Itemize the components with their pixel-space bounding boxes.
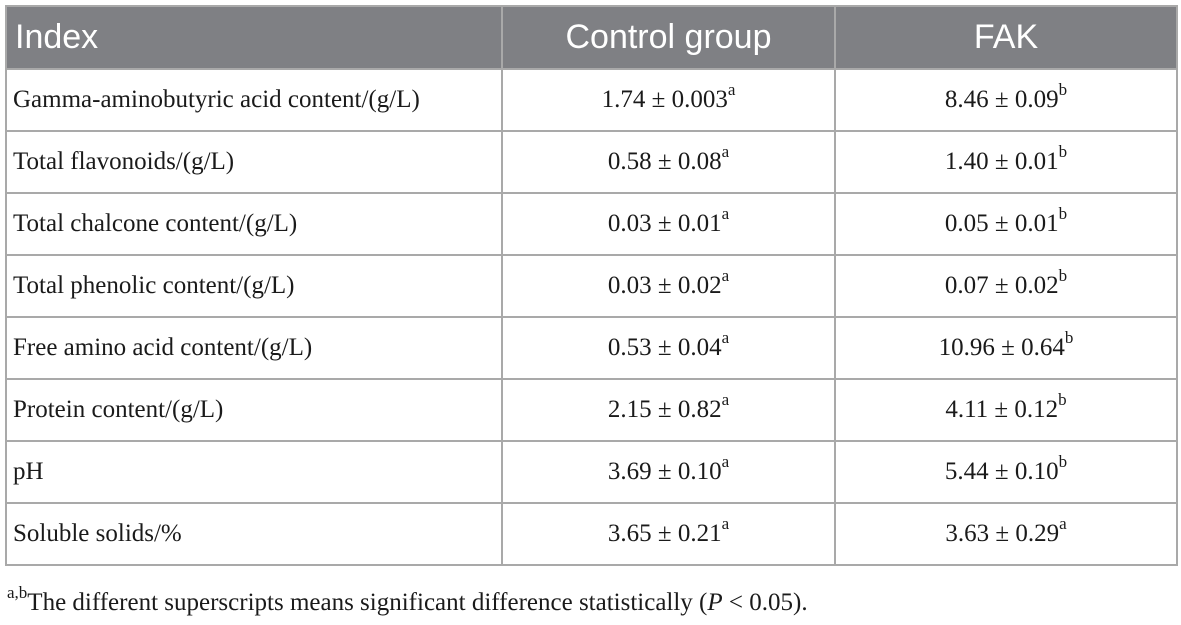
superscript: b	[1058, 451, 1068, 471]
cell-index: Free amino acid content/(g/L)	[5, 316, 503, 380]
footnote-text-after: < 0.05).	[722, 589, 808, 616]
superscript: a	[721, 451, 730, 471]
superscript: a	[721, 513, 730, 533]
value-text: 0.07 ± 0.02	[944, 272, 1059, 299]
table-row: Total chalcone content/(g/L) 0.03 ± 0.01…	[5, 192, 1178, 256]
value-text: 8.46 ± 0.09	[944, 86, 1059, 113]
superscript: a	[727, 79, 736, 99]
cell-index: pH	[5, 440, 503, 504]
cell-fak: 5.44 ± 0.10b	[834, 440, 1178, 504]
cell-control: 2.15 ± 0.82a	[501, 378, 836, 442]
table-row: Free amino acid content/(g/L) 0.53 ± 0.0…	[5, 316, 1178, 380]
value-text: 3.63 ± 0.29	[945, 520, 1060, 547]
cell-fak: 3.63 ± 0.29a	[834, 502, 1178, 566]
value-text: 1.40 ± 0.01	[944, 148, 1059, 175]
header-fak: FAK	[834, 5, 1178, 70]
cell-index: Soluble solids/%	[5, 502, 503, 566]
cell-control: 3.69 ± 0.10a	[501, 440, 836, 504]
value-text: 0.58 ± 0.08	[607, 148, 722, 175]
footnote-p-symbol: P	[707, 589, 723, 616]
value-text: 3.69 ± 0.10	[607, 458, 722, 485]
cell-control: 1.74 ± 0.003a	[501, 68, 836, 132]
cell-fak: 0.07 ± 0.02b	[834, 254, 1178, 318]
cell-control: 0.03 ± 0.02a	[501, 254, 836, 318]
cell-index: Gamma-aminobutyric acid content/(g/L)	[5, 68, 503, 132]
superscript: b	[1064, 327, 1074, 347]
table-row: Soluble solids/% 3.65 ± 0.21a 3.63 ± 0.2…	[5, 502, 1178, 566]
cell-control: 0.58 ± 0.08a	[501, 130, 836, 194]
cell-fak: 1.40 ± 0.01b	[834, 130, 1178, 194]
footnote-text-before: The different superscripts means signifi…	[27, 589, 708, 616]
value-text: 4.11 ± 0.12	[945, 396, 1059, 423]
table-row: Total phenolic content/(g/L) 0.03 ± 0.02…	[5, 254, 1178, 318]
header-index: Index	[5, 5, 503, 70]
superscript: a	[721, 265, 730, 285]
table-row: Gamma-aminobutyric acid content/(g/L) 1.…	[5, 68, 1178, 132]
value-text: 0.05 ± 0.01	[944, 210, 1059, 237]
value-text: 5.44 ± 0.10	[944, 458, 1059, 485]
cell-control: 3.65 ± 0.21a	[501, 502, 836, 566]
data-table-container: Index Control group FAK Gamma-aminobutyr…	[5, 5, 1178, 566]
value-text: 0.03 ± 0.02	[607, 272, 722, 299]
table-row: Total flavonoids/(g/L) 0.58 ± 0.08a 1.40…	[5, 130, 1178, 194]
cell-control: 0.03 ± 0.01a	[501, 192, 836, 256]
superscript: b	[1058, 141, 1068, 161]
table-header: Index Control group FAK	[5, 5, 1178, 70]
table-row: Protein content/(g/L) 2.15 ± 0.82a 4.11 …	[5, 378, 1178, 442]
value-text: 2.15 ± 0.82	[607, 396, 722, 423]
header-control-group: Control group	[501, 5, 836, 70]
table-body: Gamma-aminobutyric acid content/(g/L) 1.…	[5, 68, 1178, 566]
value-text: 0.03 ± 0.01	[607, 210, 722, 237]
data-table: Index Control group FAK Gamma-aminobutyr…	[5, 5, 1178, 566]
table-footnote: a,bThe different superscripts means sign…	[7, 584, 808, 617]
footnote-superscript: a,b	[7, 582, 28, 602]
value-text: 3.65 ± 0.21	[607, 520, 722, 547]
superscript: b	[1058, 79, 1068, 99]
table-row: pH 3.69 ± 0.10a 5.44 ± 0.10b	[5, 440, 1178, 504]
superscript: b	[1058, 265, 1068, 285]
superscript: b	[1058, 203, 1068, 223]
cell-index: Total chalcone content/(g/L)	[5, 192, 503, 256]
superscript: a	[721, 203, 730, 223]
superscript: a	[721, 327, 730, 347]
superscript: b	[1058, 389, 1067, 409]
cell-fak: 0.05 ± 0.01b	[834, 192, 1178, 256]
cell-index: Protein content/(g/L)	[5, 378, 503, 442]
cell-fak: 4.11 ± 0.12b	[834, 378, 1178, 442]
superscript: a	[721, 141, 730, 161]
cell-index: Total flavonoids/(g/L)	[5, 130, 503, 194]
cell-fak: 10.96 ± 0.64b	[834, 316, 1178, 380]
value-text: 10.96 ± 0.64	[938, 334, 1065, 361]
cell-fak: 8.46 ± 0.09b	[834, 68, 1178, 132]
value-text: 1.74 ± 0.003	[601, 86, 728, 113]
cell-control: 0.53 ± 0.04a	[501, 316, 836, 380]
cell-index: Total phenolic content/(g/L)	[5, 254, 503, 318]
value-text: 0.53 ± 0.04	[607, 334, 722, 361]
superscript: a	[721, 389, 730, 409]
header-row: Index Control group FAK	[5, 5, 1178, 70]
superscript: a	[1059, 513, 1067, 533]
